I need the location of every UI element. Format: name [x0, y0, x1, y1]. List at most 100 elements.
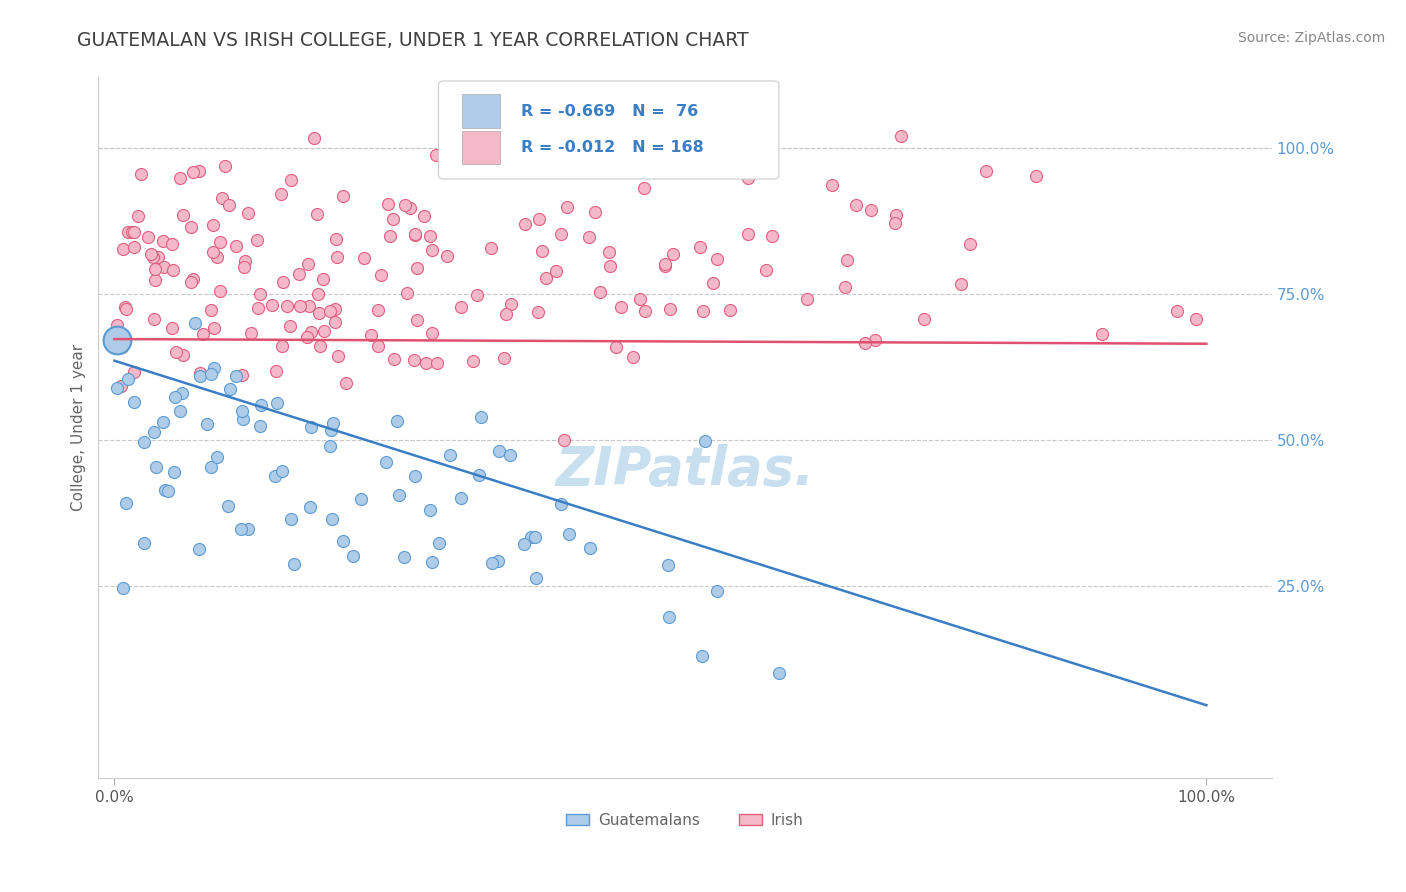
Point	[332, 189, 354, 203]
Point	[949, 277, 972, 291]
Point	[236, 206, 259, 220]
Point	[479, 241, 502, 255]
Point	[236, 522, 259, 536]
Point	[105, 318, 128, 333]
Point	[520, 530, 543, 544]
Point	[270, 186, 292, 201]
Point	[298, 299, 321, 313]
Point	[122, 240, 145, 254]
Point	[855, 336, 877, 351]
Point	[172, 208, 194, 222]
Point	[578, 230, 600, 244]
Point	[706, 583, 728, 598]
Point	[188, 368, 211, 383]
Point	[172, 348, 194, 362]
Point	[413, 209, 436, 223]
Point	[579, 541, 602, 555]
Point	[436, 249, 458, 263]
Point	[219, 382, 242, 396]
Point	[165, 390, 187, 404]
Point	[419, 503, 441, 517]
Point	[737, 171, 759, 186]
Point	[105, 380, 128, 394]
Point	[325, 232, 347, 246]
Point	[110, 379, 132, 393]
Point	[318, 439, 340, 453]
Point	[370, 268, 392, 282]
Point	[755, 262, 778, 277]
FancyBboxPatch shape	[463, 95, 499, 128]
Text: R = -0.012   N = 168: R = -0.012 N = 168	[520, 140, 703, 155]
Point	[297, 257, 319, 271]
Point	[143, 261, 166, 276]
Point	[621, 350, 644, 364]
Point	[152, 234, 174, 248]
Point	[661, 247, 683, 261]
Point	[162, 321, 184, 335]
Point	[165, 344, 187, 359]
Point	[246, 301, 269, 316]
Point	[207, 250, 229, 264]
Point	[526, 304, 548, 318]
Point	[796, 293, 818, 307]
Point	[155, 483, 177, 498]
Point	[112, 582, 135, 596]
Point	[110, 340, 132, 354]
Point	[117, 225, 139, 239]
Point	[633, 181, 655, 195]
Point	[912, 311, 935, 326]
Point	[180, 275, 202, 289]
Point	[225, 368, 247, 383]
Point	[142, 250, 165, 264]
Point	[693, 434, 716, 448]
Point	[217, 500, 239, 514]
Point	[405, 261, 427, 276]
Point	[404, 227, 426, 241]
Point	[184, 316, 207, 330]
Point	[605, 340, 627, 354]
Point	[250, 398, 273, 412]
Point	[122, 365, 145, 379]
Point	[142, 312, 165, 326]
Point	[859, 203, 882, 218]
Point	[884, 216, 907, 230]
Point	[450, 491, 472, 505]
Point	[350, 492, 373, 507]
Point	[264, 364, 287, 378]
Point	[187, 542, 209, 557]
Point	[276, 299, 298, 313]
Point	[271, 339, 294, 353]
Point	[201, 245, 224, 260]
Point	[499, 297, 522, 311]
Point	[188, 163, 211, 178]
Point	[280, 511, 302, 525]
Point	[231, 368, 253, 382]
Point	[499, 448, 522, 462]
Point	[470, 410, 492, 425]
Point	[495, 307, 517, 321]
Point	[689, 240, 711, 254]
Point	[534, 271, 557, 285]
Point	[278, 319, 301, 334]
Point	[290, 299, 312, 313]
Point	[429, 536, 451, 550]
Point	[321, 423, 343, 437]
Point	[299, 419, 322, 434]
Point	[465, 287, 488, 301]
Point	[821, 178, 844, 192]
Point	[420, 555, 443, 569]
Point	[309, 339, 332, 353]
Point	[402, 353, 425, 368]
Point	[398, 201, 420, 215]
Point	[550, 498, 572, 512]
Point	[288, 267, 311, 281]
Point	[654, 256, 676, 270]
Point	[141, 246, 163, 260]
Point	[181, 271, 204, 285]
Point	[834, 280, 856, 294]
Point	[439, 448, 461, 462]
Point	[1166, 304, 1188, 318]
Point	[515, 217, 537, 231]
Point	[1025, 169, 1047, 183]
Point	[308, 306, 330, 320]
